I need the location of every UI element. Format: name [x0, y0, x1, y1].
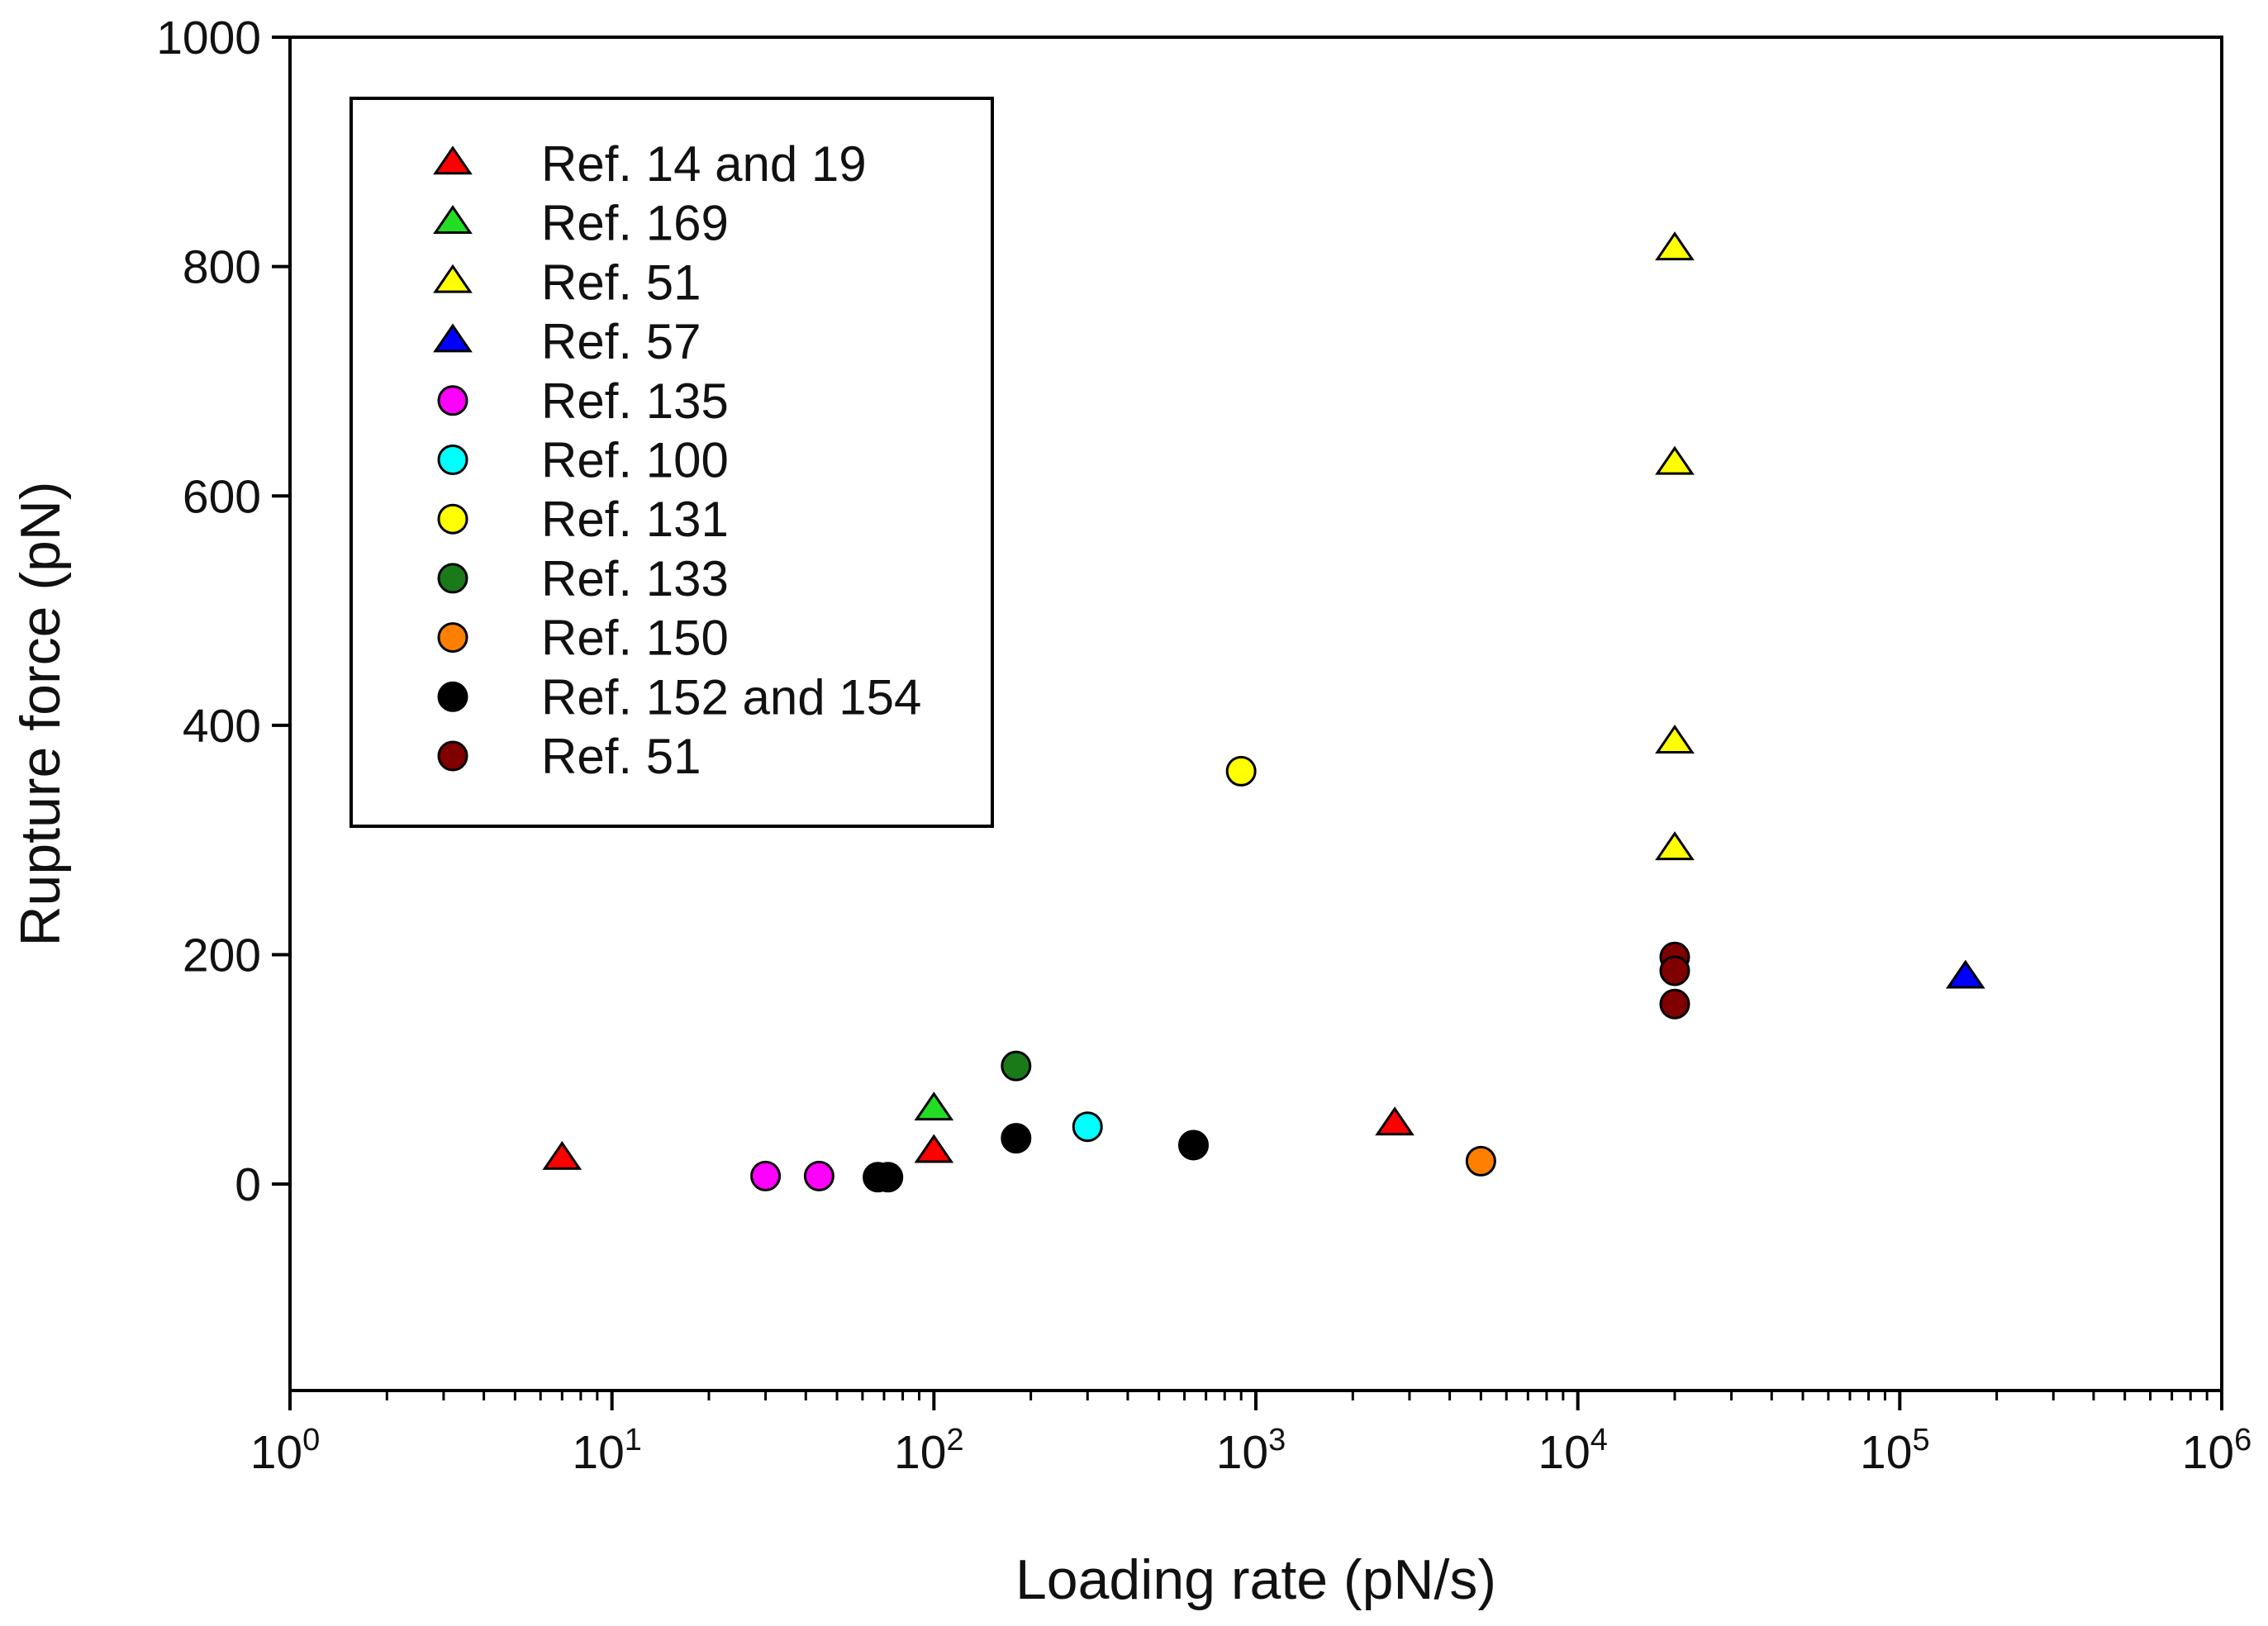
- legend-marker: [433, 145, 473, 175]
- x-tick-label: 105: [1860, 1423, 1930, 1479]
- data-points: [542, 231, 1985, 1193]
- legend-label: Ref. 169: [541, 196, 729, 251]
- x-axis: 100 101 102 103 104 105 106: [250, 1391, 2252, 1479]
- data-point: [1655, 445, 1695, 475]
- legend-marker: [433, 323, 473, 353]
- data-point: [1659, 955, 1690, 987]
- legend-marker: [437, 445, 468, 475]
- x-tick-base: 10: [894, 1426, 946, 1479]
- x-tick-exponent: 6: [2234, 1423, 2251, 1457]
- y-tick-label: 200: [183, 929, 261, 982]
- data-point: [1001, 1050, 1032, 1082]
- legend-label: Ref. 100: [541, 433, 729, 488]
- data-point: [542, 1140, 582, 1170]
- x-tick-exponent: 3: [1268, 1423, 1286, 1457]
- data-point: [1465, 1145, 1496, 1177]
- legend-label: Ref. 131: [541, 492, 729, 547]
- legend-label: Ref. 133: [541, 551, 729, 606]
- x-tick-label: 104: [1538, 1423, 1608, 1479]
- data-point: [1225, 755, 1257, 787]
- data-point: [914, 1091, 954, 1121]
- legend-label: Ref. 51: [541, 729, 701, 784]
- data-point: [872, 1162, 904, 1193]
- legend-marker: [437, 503, 468, 535]
- legend-marker: [437, 740, 468, 772]
- legend-marker: [437, 385, 468, 416]
- y-tick-label: 400: [183, 700, 261, 753]
- x-tick-exponent: 5: [1912, 1423, 1929, 1457]
- y-tick-label: 1000: [156, 12, 261, 64]
- legend-marker: [433, 205, 473, 234]
- x-tick-base: 10: [1216, 1426, 1268, 1479]
- legend-marker: [437, 681, 468, 712]
- legend-marker: [437, 563, 468, 594]
- legend-label: Ref. 150: [541, 611, 729, 666]
- legend-label: Ref. 152 and 154: [541, 669, 921, 725]
- data-point: [1655, 725, 1695, 754]
- x-tick-exponent: 2: [946, 1423, 963, 1457]
- x-tick-base: 10: [2182, 1426, 2234, 1479]
- data-point: [1177, 1129, 1209, 1161]
- x-tick-exponent: 1: [625, 1423, 642, 1457]
- x-tick-base: 10: [572, 1426, 624, 1479]
- y-axis: 0 200 400 600 800 1000: [156, 12, 290, 1211]
- data-point: [1072, 1111, 1103, 1143]
- legend-marker: [433, 264, 473, 293]
- data-point: [1655, 831, 1695, 861]
- legend-marker: [437, 622, 468, 654]
- data-point: [803, 1160, 834, 1191]
- x-tick-exponent: 4: [1590, 1423, 1608, 1457]
- x-tick-base: 10: [1860, 1426, 1912, 1479]
- data-point: [1655, 231, 1695, 261]
- x-tick-label: 100: [250, 1423, 321, 1479]
- x-tick-label: 103: [1216, 1423, 1286, 1479]
- y-axis-title: Rupture force (pN): [9, 481, 72, 946]
- x-tick-exponent: 0: [302, 1423, 320, 1457]
- data-point: [1001, 1123, 1032, 1154]
- x-tick-label: 102: [894, 1423, 964, 1479]
- data-point: [1946, 959, 1985, 989]
- legend-label: Ref. 57: [541, 314, 701, 369]
- legend-label: Ref. 135: [541, 373, 729, 429]
- legend-label: Ref. 14 and 19: [541, 136, 867, 192]
- x-axis-title: Loading rate (pN/s): [1015, 1548, 1496, 1611]
- y-tick-label: 600: [183, 470, 261, 523]
- x-tick-label: 101: [572, 1423, 642, 1479]
- x-tick-base: 10: [250, 1426, 302, 1479]
- x-tick-base: 10: [1538, 1426, 1590, 1479]
- y-tick-label: 800: [183, 241, 261, 294]
- data-point: [750, 1160, 782, 1191]
- data-point: [914, 1134, 954, 1163]
- legend-label: Ref. 51: [541, 254, 701, 310]
- data-point: [1375, 1106, 1415, 1136]
- data-point: [1659, 988, 1690, 1020]
- x-tick-label: 106: [2182, 1423, 2252, 1479]
- y-tick-label: 0: [235, 1158, 261, 1211]
